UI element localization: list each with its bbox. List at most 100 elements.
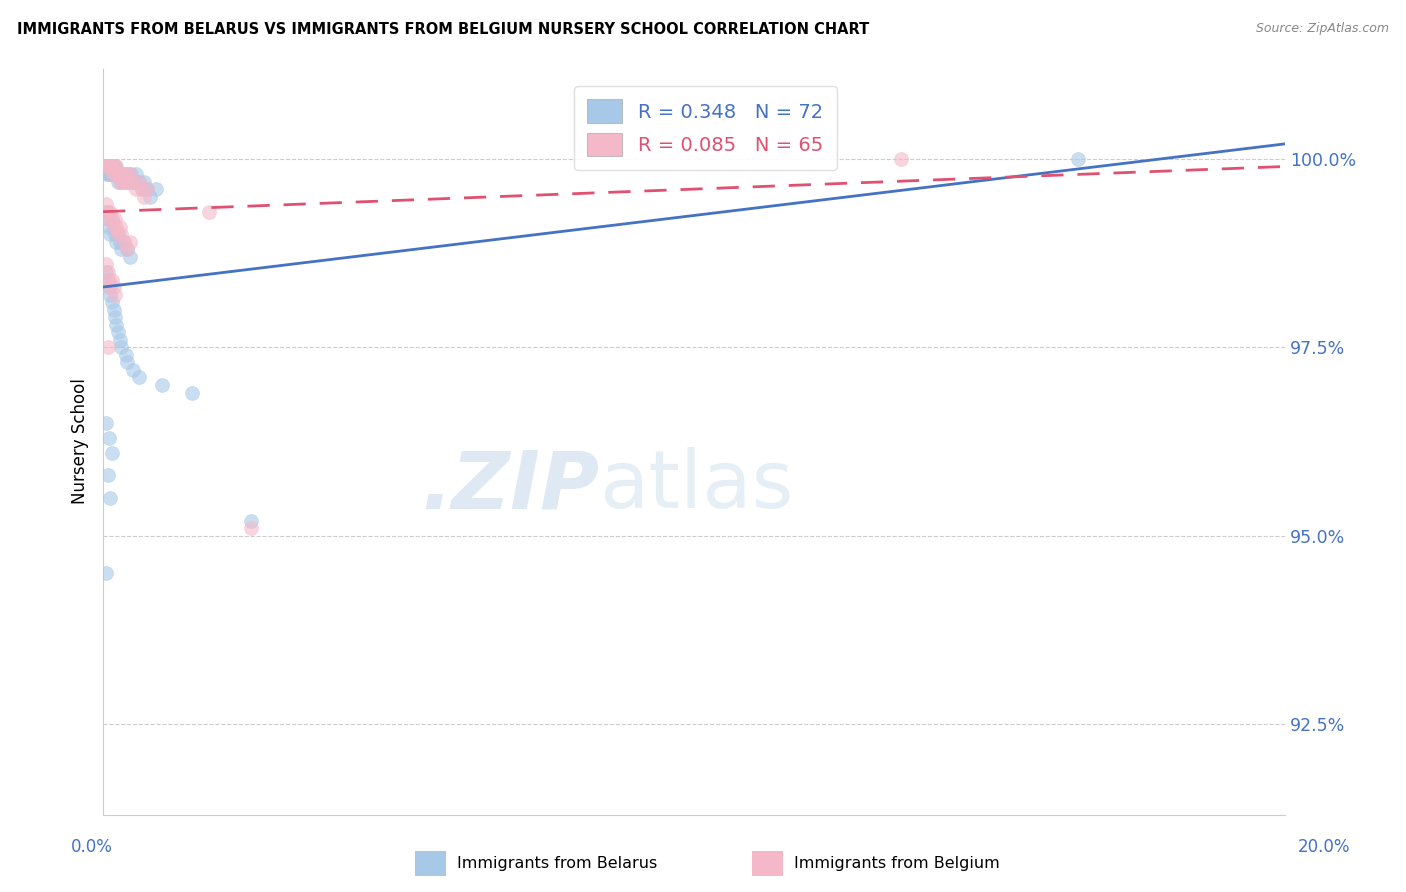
Point [97,212,120,227]
Point [108,235,131,249]
Point [145,182,167,196]
Text: IMMIGRANTS FROM BELARUS VS IMMIGRANTS FROM BELGIUM NURSERY SCHOOL CORRELATION CH: IMMIGRANTS FROM BELARUS VS IMMIGRANTS FR… [17,22,869,37]
Point [110,167,132,181]
Point [115,243,138,257]
Point [112,235,135,249]
Point [114,175,136,189]
Point [105,318,128,332]
Point [110,227,132,242]
Point [104,310,127,325]
Point [97,160,120,174]
Point [124,182,146,196]
Point [98,160,121,174]
Point [115,355,138,369]
Point [118,235,141,249]
Point [107,227,129,242]
Point [103,219,125,234]
Point [115,167,138,181]
Point [110,243,132,257]
Point [97,167,120,181]
Point [124,167,146,181]
Point [112,235,135,249]
Point [97,204,120,219]
Point [103,160,125,174]
Point [98,227,121,242]
Point [104,160,127,174]
Point [98,280,121,294]
Point [110,340,132,354]
Point [103,280,125,294]
Point [98,280,121,294]
Point [239,521,262,535]
Point [101,212,124,227]
Point [111,175,134,189]
Point [98,160,121,174]
Point [94,160,117,174]
Point [101,167,124,181]
Point [105,219,128,234]
Point [98,204,121,219]
Point [112,167,135,181]
Point [121,167,143,181]
Text: 0.0%: 0.0% [70,838,112,855]
Point [107,175,129,189]
Point [115,243,138,257]
Point [98,160,121,174]
Text: Source: ZipAtlas.com: Source: ZipAtlas.com [1256,22,1389,36]
Point [97,272,120,286]
Point [94,416,117,430]
Point [97,468,120,483]
Point [890,152,912,166]
Point [117,167,139,181]
Point [97,160,120,174]
Text: .ZIP: .ZIP [422,447,599,525]
Point [97,340,120,354]
Point [94,257,117,271]
Point [103,302,125,317]
Point [101,212,124,227]
Point [1067,152,1090,166]
Point [104,212,127,227]
Point [98,212,121,227]
Point [104,227,127,242]
Point [107,326,129,340]
Point [100,167,122,181]
Text: 20.0%: 20.0% [1298,838,1351,855]
Point [121,363,143,377]
Y-axis label: Nursery School: Nursery School [72,378,89,505]
Point [94,160,117,174]
Point [108,219,131,234]
Point [110,175,132,189]
Point [121,175,143,189]
Point [97,265,120,279]
Point [134,175,156,189]
Point [96,167,118,181]
Point [118,167,141,181]
Point [105,235,128,249]
Point [150,378,173,392]
Point [94,204,117,219]
Point [103,160,125,174]
Point [108,167,131,181]
Point [121,175,143,189]
Point [98,160,121,174]
Point [100,160,122,174]
Point [100,160,122,174]
Point [131,182,153,196]
Point [128,175,150,189]
Point [104,287,127,301]
Point [198,204,221,219]
Point [239,514,262,528]
Point [128,370,150,384]
Point [101,272,124,286]
Point [131,182,153,196]
Point [107,227,129,242]
Point [103,219,125,234]
Point [98,167,121,181]
Point [105,160,128,174]
Point [98,287,121,301]
Point [98,431,121,445]
Point [118,175,141,189]
Point [101,160,124,174]
Point [94,197,117,211]
